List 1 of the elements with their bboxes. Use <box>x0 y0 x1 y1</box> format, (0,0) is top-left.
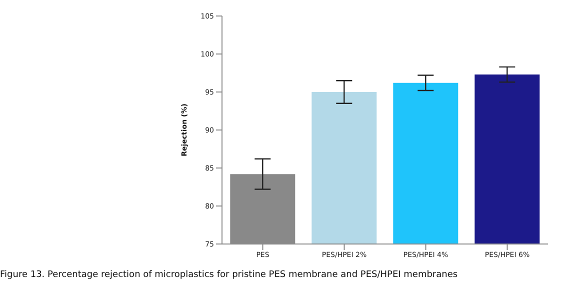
caption: Figure 13. Percentage rejection of microplastics for pristine PES membrane and PES/HPEI membranes <box>0 270 458 280</box>
